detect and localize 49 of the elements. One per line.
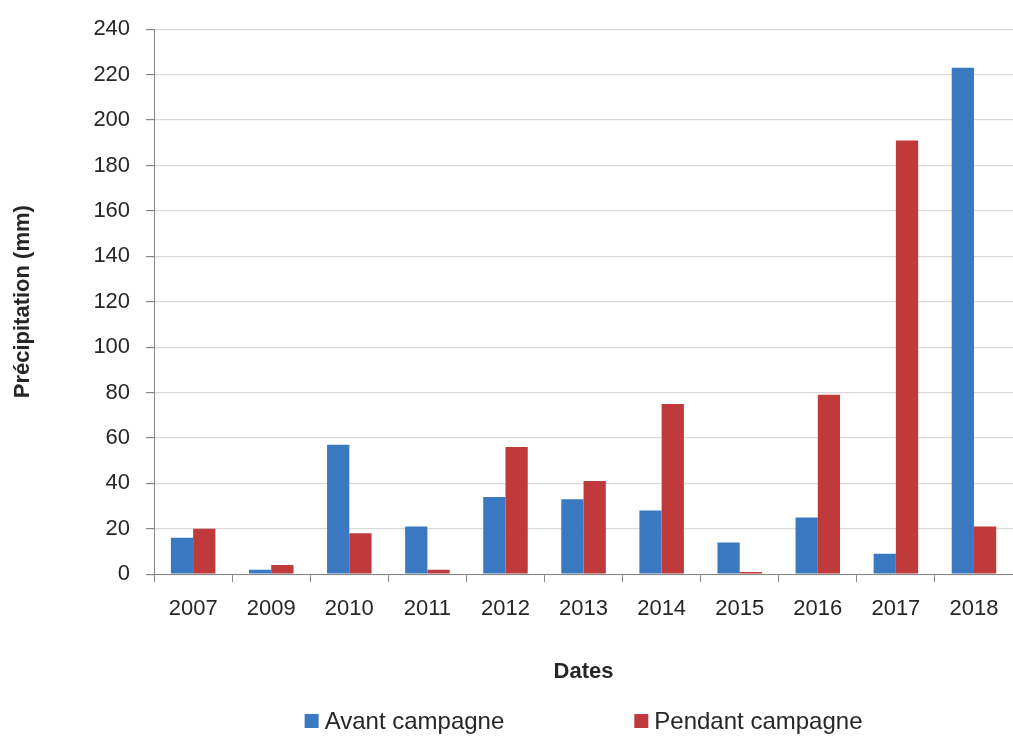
- x-tick-label: 2016: [793, 595, 843, 621]
- x-tick-label: 2015: [715, 595, 765, 621]
- x-tick-label: 2018: [949, 595, 999, 621]
- y-tick-label: 180: [93, 151, 131, 177]
- y-axis-title: Précipitation (mm): [9, 205, 35, 399]
- y-tick-label: 160: [93, 196, 131, 222]
- x-tick-label: 2017: [871, 595, 921, 621]
- y-tick-label: 60: [105, 424, 131, 450]
- x-tick-label: 2013: [559, 595, 609, 621]
- bar: [248, 569, 272, 574]
- x-tick-label: 2012: [481, 595, 530, 621]
- bar: [349, 533, 372, 574]
- bar: [795, 517, 818, 574]
- bar: [873, 553, 896, 574]
- legend-label: Pendant campagne: [654, 706, 863, 734]
- x-tick-label: 2007: [168, 595, 218, 621]
- bar: [193, 528, 216, 574]
- x-tick-label: 2014: [637, 595, 687, 621]
- y-tick-label: 0: [117, 560, 131, 586]
- bar: [327, 444, 350, 574]
- y-tick-label: 240: [93, 15, 131, 41]
- bar: [271, 565, 294, 574]
- bar: [505, 447, 528, 574]
- x-axis-title: Dates: [553, 657, 614, 683]
- x-tick-label: 2011: [403, 595, 452, 621]
- y-tick-label: 20: [105, 514, 131, 540]
- y-tick-label: 220: [93, 60, 131, 86]
- bar: [583, 481, 606, 574]
- bar: [895, 140, 919, 574]
- y-tick-label: 140: [93, 242, 131, 268]
- y-tick-label: 80: [105, 378, 131, 404]
- bar: [817, 394, 841, 574]
- legend-label: Avant campagne: [324, 706, 505, 734]
- bar: [951, 67, 974, 574]
- bar: [973, 526, 997, 574]
- y-tick-label: 100: [93, 333, 131, 359]
- bar: [405, 526, 428, 574]
- bar: [717, 542, 740, 574]
- bar: [639, 510, 662, 574]
- y-tick-label: 120: [93, 287, 131, 313]
- bar: [561, 499, 584, 574]
- bar: [661, 403, 684, 574]
- y-tick-label: 40: [105, 469, 131, 495]
- y-tick-label: 200: [93, 106, 131, 132]
- bar: [170, 537, 194, 574]
- bar: [483, 496, 506, 574]
- x-tick-label: 2009: [246, 595, 296, 621]
- x-tick-label: 2010: [324, 595, 374, 621]
- bar: [427, 569, 450, 574]
